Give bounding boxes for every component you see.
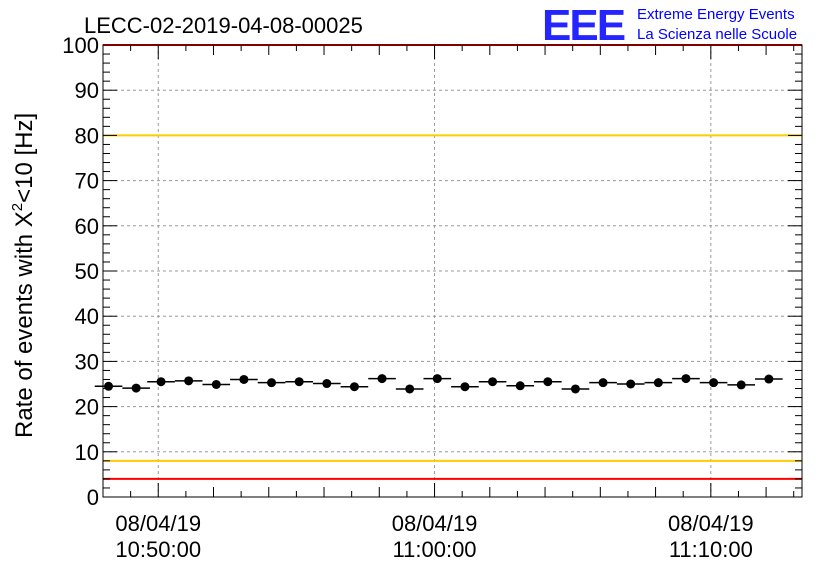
data-points xyxy=(94,374,783,394)
grid-lines xyxy=(103,45,802,497)
y-axis-label-main: Rate of events with X xyxy=(11,211,38,438)
chart-title: LECC-02-2019-04-08-00025 xyxy=(84,13,363,38)
data-point xyxy=(211,379,221,389)
reference-lines xyxy=(103,44,802,480)
logo-line1: Extreme Energy Events xyxy=(637,6,795,23)
y-tick-label: 80 xyxy=(75,123,99,148)
data-point xyxy=(184,376,194,386)
y-tick-label: 60 xyxy=(75,214,99,239)
data-point xyxy=(709,378,719,388)
data-point xyxy=(156,377,166,387)
y-tick-label: 30 xyxy=(75,349,99,374)
x-tick-label-time: 10:50:00 xyxy=(115,537,201,562)
data-point xyxy=(267,378,277,388)
data-point xyxy=(764,374,774,384)
y-tick-label: 100 xyxy=(62,33,99,58)
data-point xyxy=(488,377,498,387)
data-point xyxy=(349,382,359,392)
data-point xyxy=(736,380,746,390)
x-tick-label-date: 08/04/19 xyxy=(392,511,478,536)
x-tick-label-date: 08/04/19 xyxy=(115,511,201,536)
data-point xyxy=(405,384,415,394)
data-point xyxy=(626,379,636,389)
data-point xyxy=(681,374,691,384)
data-point xyxy=(460,382,470,392)
x-tick-label-date: 08/04/19 xyxy=(668,511,754,536)
x-tick-label-time: 11:10:00 xyxy=(669,537,753,562)
logo-line2: La Scienza nelle Scuole xyxy=(637,26,797,43)
y-tick-label: 0 xyxy=(87,485,99,510)
x-axis: 08/04/1910:50:0008/04/1911:00:0008/04/19… xyxy=(102,45,795,562)
eee-logo: EEE Extreme Energy Events La Scienza nel… xyxy=(542,1,797,50)
y-axis: 0 10 20 30 40 50 60 70 80 90 100 xyxy=(62,33,802,510)
y-tick-label: 50 xyxy=(75,259,99,284)
y-tick-label: 20 xyxy=(75,395,99,420)
logo-mark: EEE xyxy=(542,1,625,50)
data-point xyxy=(322,379,332,389)
y-axis-label: Rate of events with X2<10 [Hz] xyxy=(9,113,38,438)
data-point xyxy=(515,381,525,391)
y-tick-label: 10 xyxy=(75,440,99,465)
data-point xyxy=(598,378,608,388)
data-point xyxy=(131,383,141,393)
data-point xyxy=(104,381,114,391)
data-point xyxy=(377,374,387,384)
data-point xyxy=(570,384,580,394)
y-tick-label: 70 xyxy=(75,169,99,194)
data-point xyxy=(294,377,304,387)
y-tick-label: 90 xyxy=(75,78,99,103)
y-axis-label-sup: 2 xyxy=(9,203,26,211)
data-point xyxy=(239,374,249,384)
y-axis-label-tail: <10 [Hz] xyxy=(11,113,38,203)
x-tick-label-time: 11:00:00 xyxy=(393,537,477,562)
data-point xyxy=(653,378,663,388)
data-point xyxy=(543,377,553,387)
data-point xyxy=(432,374,442,384)
y-tick-label: 40 xyxy=(75,304,99,329)
